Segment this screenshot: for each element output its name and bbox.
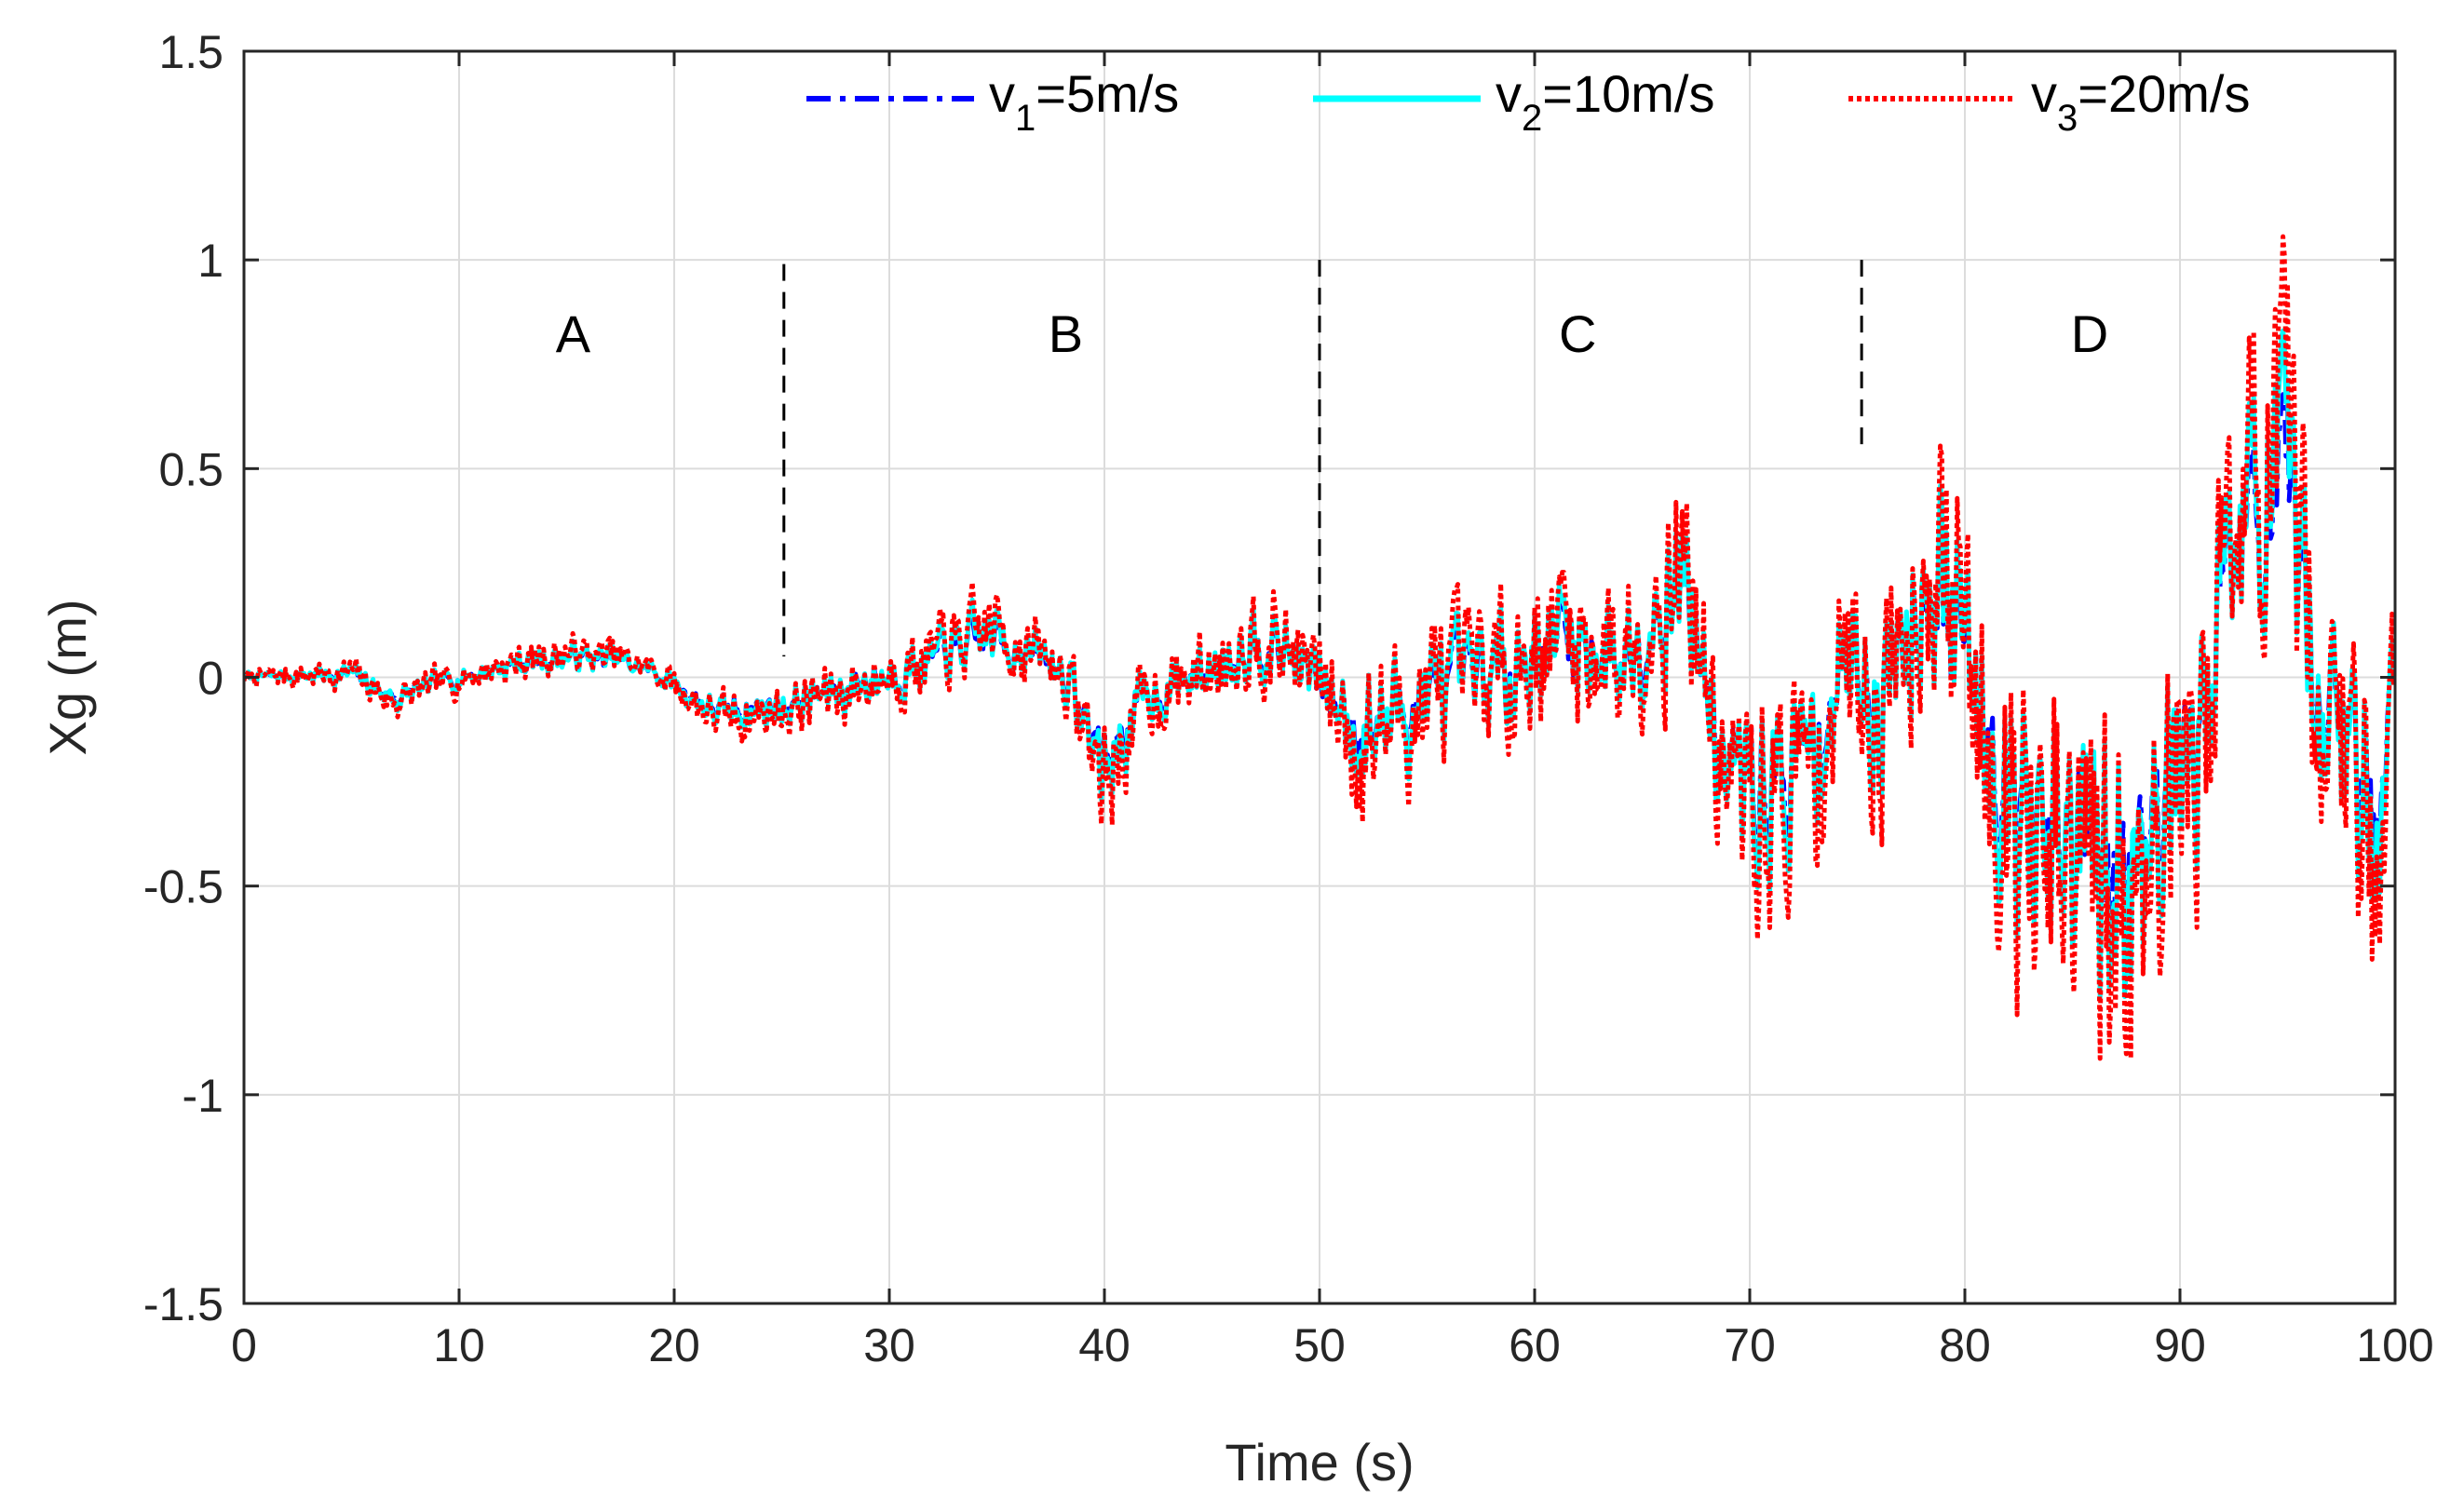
y-tick-label: -1.5: [143, 1278, 223, 1330]
x-tick-label: 60: [1509, 1319, 1561, 1371]
legend-entry-3: v3=20m/s: [1848, 64, 2250, 139]
x-tick-label: 40: [1078, 1319, 1130, 1371]
region-label-d: D: [2071, 304, 2108, 363]
legend: v1=5m/s v2=10m/s v3=20m/s: [806, 64, 2250, 139]
x-tick-label: 100: [2356, 1319, 2433, 1371]
y-tick-label: -0.5: [143, 861, 223, 913]
series-line-3: [244, 234, 2395, 1061]
y-tick-label: 0.5: [158, 443, 223, 495]
series-layer: [244, 234, 2395, 1061]
x-tick-label: 50: [1293, 1319, 1346, 1371]
legend-label-2: v2=10m/s: [1496, 64, 1714, 139]
y-tick-label: 1: [197, 235, 223, 287]
region-label-b: B: [1049, 304, 1083, 363]
y-axis-ticks: 1.5 1 0.5 0 -0.5 -1 -1.5: [143, 26, 2395, 1330]
x-axis-label: Time (s): [1225, 1433, 1414, 1492]
x-tick-label: 0: [231, 1319, 257, 1371]
y-axis-label: Xg (m): [38, 600, 97, 756]
legend-entry-1: v1=5m/s: [806, 64, 1179, 139]
x-tick-label: 30: [863, 1319, 915, 1371]
x-axis-ticks: 0 10 20 30 40 50 60 70 80 90 100: [231, 51, 2434, 1371]
legend-entry-2: v2=10m/s: [1313, 64, 1714, 139]
region-label-a: A: [556, 304, 591, 363]
y-tick-label: -1: [183, 1070, 223, 1122]
region-label-c: C: [1559, 304, 1596, 363]
x-tick-label: 90: [2154, 1319, 2206, 1371]
x-tick-label: 10: [433, 1319, 485, 1371]
region-labels: A B C D: [556, 304, 2108, 363]
legend-label-1: v1=5m/s: [989, 64, 1179, 139]
y-tick-label: 0: [197, 653, 223, 705]
region-dividers: [782, 260, 1863, 657]
legend-label-3: v3=20m/s: [2031, 64, 2250, 139]
y-tick-label: 1.5: [158, 26, 223, 78]
x-tick-label: 70: [1724, 1319, 1776, 1371]
x-tick-label: 20: [648, 1319, 700, 1371]
x-tick-label: 80: [1939, 1319, 1991, 1371]
